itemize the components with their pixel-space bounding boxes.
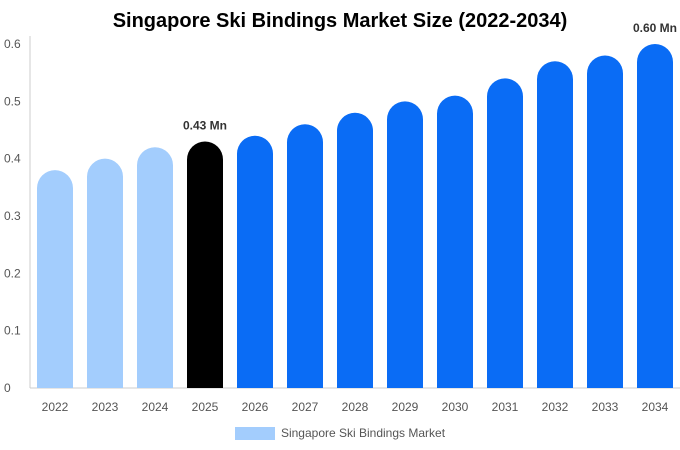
- bar-2025: [187, 141, 223, 388]
- y-tick-label: 0.2: [4, 266, 21, 280]
- bar-2027: [287, 124, 323, 388]
- x-tick-label: 2030: [442, 400, 469, 414]
- bar-2033: [587, 55, 623, 388]
- x-tick-label: 2024: [142, 400, 169, 414]
- y-tick-label: 0: [4, 381, 11, 395]
- legend: Singapore Ski Bindings Market: [0, 426, 680, 440]
- bar-2028: [337, 112, 373, 389]
- bar-2032: [537, 61, 573, 388]
- legend-swatch: [234, 426, 275, 440]
- x-tick-label: 2033: [592, 400, 619, 414]
- x-tick-label: 2029: [392, 400, 419, 414]
- y-tick-label: 0.6: [4, 37, 21, 51]
- x-tick-label: 2025: [192, 400, 219, 414]
- x-tick-label: 2026: [242, 400, 269, 414]
- bar-2029: [387, 101, 423, 388]
- bar-2034: [637, 44, 673, 388]
- x-tick-label: 2032: [542, 400, 569, 414]
- chart-title: Singapore Ski Bindings Market Size (2022…: [112, 10, 568, 32]
- legend-label: Singapore Ski Bindings Market: [280, 426, 446, 440]
- bar-2026: [237, 135, 273, 388]
- data-label: 0.43 Mn: [183, 118, 227, 132]
- y-tick-label: 0.4: [4, 152, 21, 166]
- x-tick-label: 2028: [342, 400, 369, 414]
- x-tick-label: 2022: [42, 400, 69, 414]
- x-tick-label: 2031: [492, 400, 519, 414]
- x-tick-label: 2027: [292, 400, 319, 414]
- x-tick-label: 2023: [92, 400, 119, 414]
- y-tick-label: 0.3: [4, 209, 21, 223]
- bar-2031: [487, 78, 523, 389]
- bar-2022: [37, 170, 73, 388]
- data-label: 0.60 Mn: [633, 21, 677, 35]
- bar-2024: [137, 147, 173, 388]
- bar-2030: [437, 95, 473, 388]
- x-tick-label: 2034: [642, 400, 669, 414]
- y-tick-label: 0.1: [4, 324, 21, 338]
- y-tick-label: 0.5: [4, 94, 21, 108]
- bar-2023: [87, 158, 123, 388]
